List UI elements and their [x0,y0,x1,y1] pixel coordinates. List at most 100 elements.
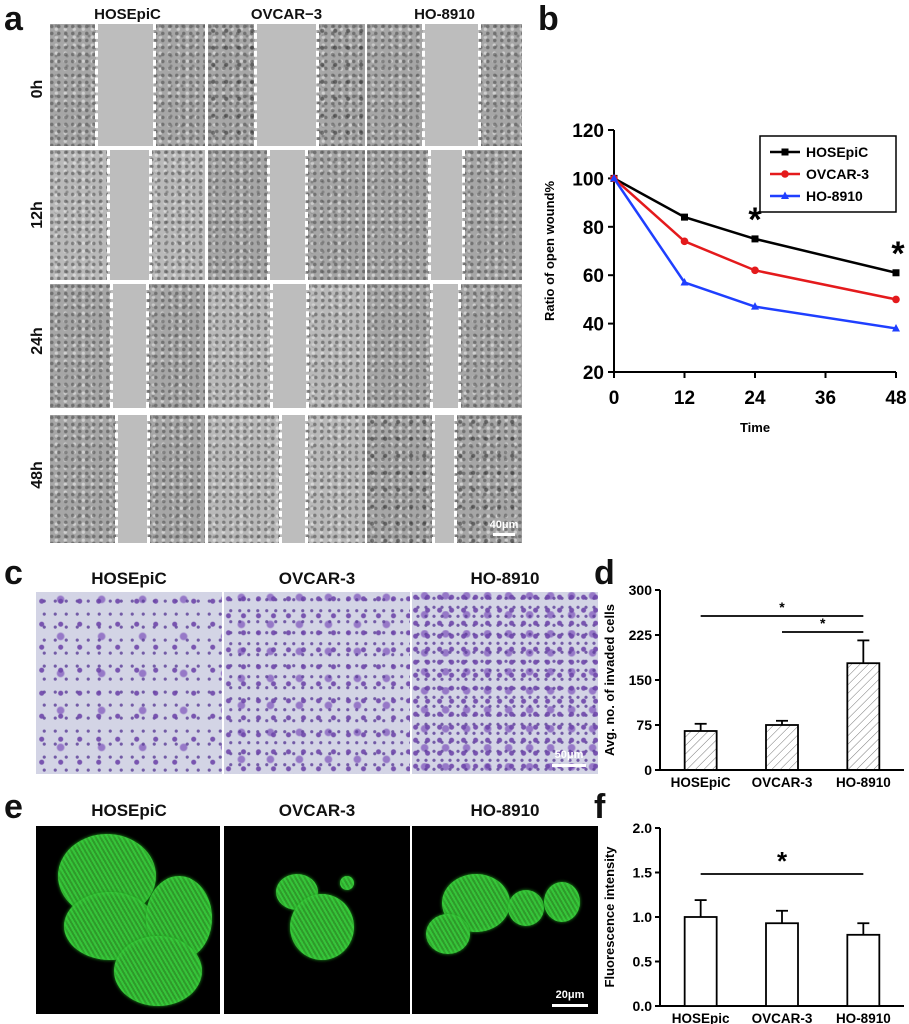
chart-f-bar-0 [683,916,718,1007]
panel-a-row-label-48h: 48h [29,461,46,489]
fluorescence-image-hosepic [36,826,220,1014]
panel-a-column-label-ho8910: HO-8910 [414,6,475,23]
invasion-image-ovcar3 [224,592,410,774]
chart-d-y-tick-label: 150 [629,672,653,688]
chart-f-significance-star-0: * [777,846,788,876]
chart-b-open-wound-ratio: 20 40 60 80 100 120 0 12 24 36 48 Time Ratio of open… [542,121,907,435]
chart-b-point [680,237,689,246]
chart-d-x-tick-label-0: HOSEpiC [671,775,731,790]
panel-label-e: e [4,788,23,826]
chart-d-y-axis-label: Avg. no. of invaded cells [602,604,617,756]
chart-b-series-line-0 [613,177,897,274]
chart-f-y-tick-label: 0.5 [633,954,653,970]
chart-b-point [892,295,900,304]
scale-bar-label-a: 40μm [489,519,519,531]
chart-b-legend-label: HO-8910 [806,188,863,204]
wound-image-ho8910-0h [367,24,522,146]
scale-bar-c [552,764,586,767]
invasion-image-ho8910: 50μm [412,592,598,774]
wound-image-ovcar3-24h [208,284,365,408]
wound-image-ho8910-12h [367,150,522,280]
chart-d-significance-star-1: * [820,615,826,631]
chart-b-legend-label: HOSEpiC [806,144,868,160]
chart-b-series-line-2 [612,177,897,330]
panel-c-column-label-ho8910: HO-8910 [470,569,540,588]
panel-label-f: f [594,788,606,826]
panel-e-column-label-ovcar3: OVCAR-3 [278,801,356,820]
panel-e-column-label-ho8910: HO-8910 [470,801,540,820]
panel-label-a: a [4,0,23,38]
chart-d-x-tick-label-2: HO-8910 [836,775,891,790]
chart-f-x-tick-label-2: HO-8910 [836,1011,891,1024]
panel-e-column-label-hosepic: HOSEpiC [91,801,167,820]
chart-f-fluorescence-intensity: 0.0 0.5 1.0 1.5 2.0 Fluorescence intensity HOS… [602,820,904,1024]
chart-d-y-tick-label: 300 [629,582,653,598]
chart-f-bar-1 [765,922,799,1007]
panel-a-row-label-12h: 12h [29,201,46,229]
chart-d-y-tick-label: 75 [636,717,652,733]
chart-b-legend-marker [781,148,789,156]
chart-b-y-tick-label: 120 [572,121,604,142]
wound-image-hosepic-0h [50,24,205,146]
chart-b-annotation-star: * [891,235,905,273]
panel-a-row-label-0h: 0h [29,79,46,99]
chart-f-x-tick-label-0: HOSEpic [672,1011,730,1024]
chart-b-point [681,213,688,221]
chart-b-y-axis-label: Ratio of open wound% [542,181,557,322]
chart-b-legend-marker [781,170,789,178]
chart-b-x-tick-label: 0 [609,388,620,409]
scale-bar-label-c: 50μm [554,749,584,761]
chart-b-point [751,266,759,275]
panel-c-column-label-hosepic: HOSEpiC [91,569,167,588]
chart-f-y-tick-label: 1.5 [633,865,653,881]
chart-f-y-tick-label: 1.0 [633,909,653,925]
panel-a-row-label-24h: 24h [29,327,46,355]
chart-b-legend-label: OVCAR-3 [806,166,869,182]
wound-image-hosepic-24h [50,284,205,408]
chart-d-y-tick-label: 225 [629,627,653,643]
wound-image-ovcar3-0h [208,24,365,146]
chart-d-x-tick-label-1: OVCAR-3 [752,775,813,790]
chart-b-point [680,277,689,286]
chart-f-y-tick-label: 2.0 [633,820,653,836]
chart-b-point [751,302,759,310]
chart-b-y-tick-label: 20 [583,363,604,384]
wound-image-ho8910-48h: 40μm [367,415,522,543]
panel-label-b: b [538,0,559,38]
chart-b-x-tick-label: 24 [744,388,766,409]
chart-b-legend-marker [781,191,789,199]
panel-label-c: c [4,554,23,592]
panel-a-column-label-ovcar3: OVCAR−3 [250,6,323,23]
fluorescence-image-ovcar3 [224,826,410,1014]
wound-image-ovcar3-48h [208,415,365,543]
chart-f-x-tick-label-1: OVCAR-3 [752,1011,813,1024]
chart-b-x-tick-label: 36 [815,388,836,409]
chart-f-bar-2 [846,933,881,1007]
invasion-image-hosepic [36,592,222,774]
chart-b-x-axis-label: Time [740,420,770,435]
chart-b-x-tick-label: 48 [885,388,906,409]
chart-b-point [751,235,759,243]
wound-image-ho8910-24h [367,284,522,408]
wound-image-hosepic-48h [50,415,205,543]
scale-bar-label-e: 20μm [555,989,585,1001]
chart-f-y-tick-label: 0.0 [633,998,653,1014]
chart-b-x-tick-label: 12 [674,388,695,409]
chart-d-bar-2 [846,662,881,771]
chart-b-y-tick-label: 80 [583,218,604,239]
wound-image-hosepic-12h [50,150,205,280]
chart-b-series-line-1 [613,177,897,301]
chart-b-y-tick-label: 60 [583,266,604,287]
chart-d-invaded-cells: 0 75 150 225 300 Avg. no. of invaded cells HOS… [602,582,904,790]
chart-d-significance-star-0: * [779,599,785,615]
chart-d-bar-0 [683,730,718,771]
chart-b-point [892,323,900,332]
panel-a-column-label-hosepic: HOSEpiC [94,6,161,23]
panel-label-d: d [594,554,615,592]
chart-b-y-tick-label: 40 [583,315,604,336]
scale-bar-a [493,533,515,536]
panel-c-column-label-ovcar3: OVCAR-3 [278,569,356,588]
chart-d-y-tick-label: 0 [644,762,652,778]
fluorescence-image-ho8910: 20μm [412,826,598,1014]
chart-b-annotation-star: * [748,201,762,239]
